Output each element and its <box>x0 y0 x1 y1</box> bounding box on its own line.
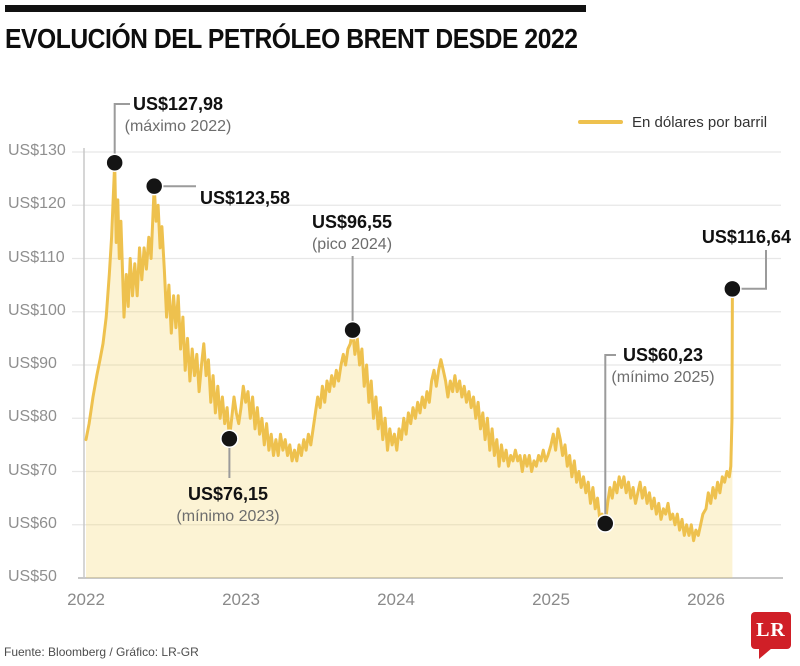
annotation-min-2023: US$76,15 (mínimo 2023) <box>133 482 323 527</box>
y-tick-label: US$100 <box>8 301 66 319</box>
y-tick-label: US$60 <box>8 514 57 532</box>
annotation-note: (mínimo 2025) <box>611 369 715 386</box>
annotation-second-peak-2022: US$123,58 <box>200 186 390 210</box>
y-tick-label: US$110 <box>8 248 65 266</box>
y-tick-label: US$70 <box>8 461 57 479</box>
top-accent-bar <box>5 5 586 12</box>
source-credit: Fuente: Bloomberg / Gráfico: LR-GR <box>4 645 199 659</box>
y-tick-label: US$90 <box>8 355 57 372</box>
lr-logo-tail <box>759 648 772 659</box>
y-tick-label: US$120 <box>8 195 66 213</box>
annotation-note: (pico 2024) <box>311 236 393 253</box>
y-tick-label: US$50 <box>8 568 57 585</box>
page-title: EVOLUCIÓN DEL PETRÓLEO BRENT DESDE 2022 <box>5 23 578 54</box>
legend-line-swatch <box>578 120 623 124</box>
annotation-value: US$127,98 <box>132 94 224 114</box>
annotation-value: US$116,64 <box>701 227 791 247</box>
lr-logo-text: LR <box>756 619 786 641</box>
lr-logo: LR <box>751 612 791 649</box>
annotation-value: US$96,55 <box>311 212 393 232</box>
annotation-latest-price: US$116,64 <box>601 225 791 249</box>
legend: En dólares por barril <box>578 112 767 132</box>
x-tick-label-2022: 2022 <box>67 590 105 609</box>
annotation-value: US$123,58 <box>200 188 291 208</box>
annotation-note: (mínimo 2023) <box>176 508 280 525</box>
annotation-min-2025: US$60,23 (mínimo 2025) <box>568 343 758 388</box>
annotation-note: (máximo 2022) <box>124 118 232 135</box>
x-tick-label-2025: 2025 <box>532 590 570 609</box>
annotation-max-2022: US$127,98 (máximo 2022) <box>83 92 273 137</box>
y-tick-label: US$80 <box>8 408 57 426</box>
annotation-value: US$60,23 <box>622 345 704 365</box>
x-tick-label-2023: 2023 <box>222 590 260 609</box>
x-tick-label-2026: 2026 <box>687 590 725 609</box>
legend-label: En dólares por barril <box>632 113 768 131</box>
x-tick-label-2024: 2024 <box>377 590 415 609</box>
y-tick-label: US$130 <box>8 142 66 159</box>
annotation-value: US$76,15 <box>187 484 269 504</box>
annotation-pico-2024: US$96,55 (pico 2024) <box>257 210 447 255</box>
